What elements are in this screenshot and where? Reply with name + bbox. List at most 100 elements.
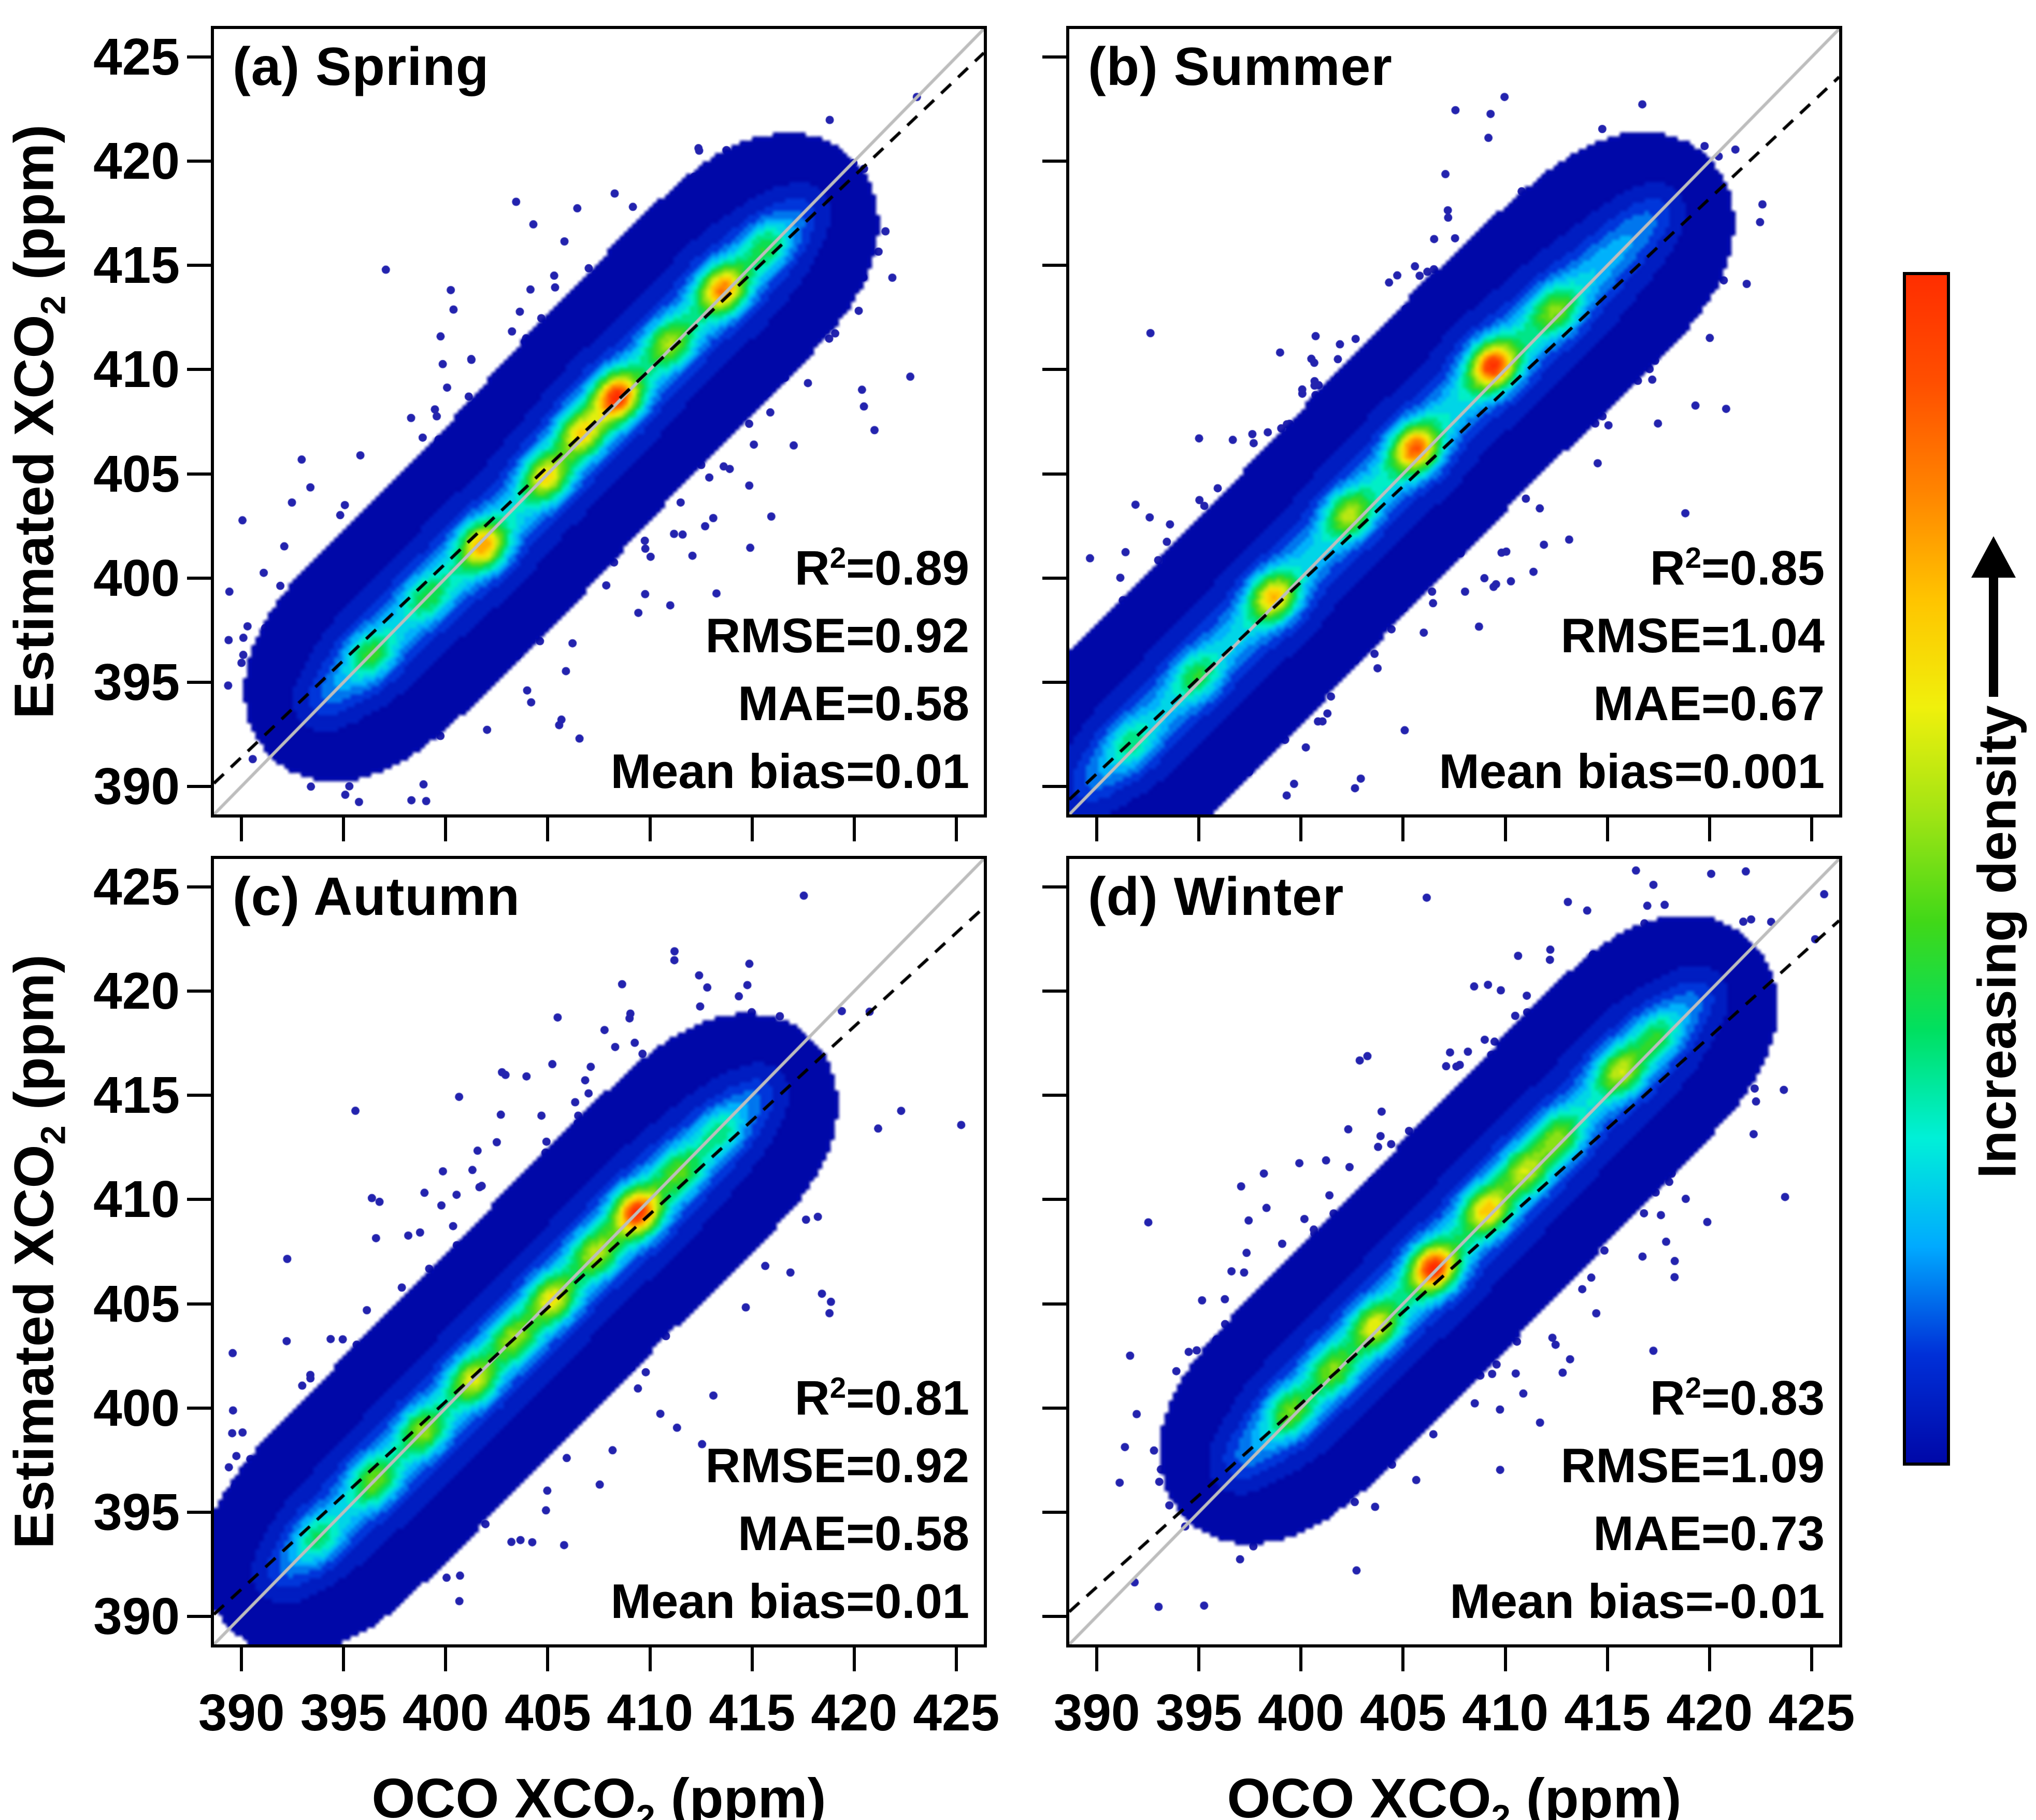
x-tick-b	[1605, 818, 1609, 841]
x-axis-title-text: OCO XCO	[1227, 1767, 1492, 1820]
y-tick-label-c: 420	[93, 962, 180, 1021]
x-tick-b	[1299, 818, 1303, 841]
y-tick-a	[187, 160, 211, 163]
x-tick-label-c: 415	[709, 1684, 796, 1742]
stats-label-r2: R	[794, 1370, 830, 1425]
x-tick-label-d: 400	[1257, 1684, 1344, 1742]
density-scatter-canvas-a	[214, 29, 984, 814]
equals-sign: =	[1701, 1438, 1730, 1493]
x-tick-b	[1503, 818, 1507, 841]
equals-sign: =	[1701, 1370, 1730, 1425]
panel-title-d: (d) Winter	[1088, 867, 1344, 927]
stats-value-r2: 0.83	[1730, 1370, 1825, 1425]
equals-sign: =	[1674, 744, 1703, 798]
y-axis-title-text: Estimated XCO	[2, 1144, 65, 1549]
y-tick-label-a: 400	[93, 549, 180, 607]
y-tick-label-a: 410	[93, 340, 180, 399]
stats-value-mae: 0.58	[874, 1506, 969, 1560]
stats-line-mean_bias-c: Mean bias=0.01	[611, 1567, 969, 1635]
y-tick-a	[187, 680, 211, 684]
y-tick-b	[1042, 472, 1066, 476]
panel-d: (d) Winter R2=0.83 RMSE=1.09 MAE=0.73 Mean b…	[1066, 856, 1842, 1647]
x-tick-label-d: 405	[1360, 1684, 1446, 1742]
y-tick-b	[1042, 680, 1066, 684]
x-tick-b	[1095, 818, 1099, 841]
stats-line-mean_bias-a: Mean bias=0.01	[611, 737, 969, 805]
panel-a: (a) Spring R2=0.89 RMSE=0.92 MAE=0.58 Mean b…	[211, 26, 987, 818]
stats-label-rmse: RMSE	[705, 1438, 847, 1493]
y-axis-title-unit: (ppm)	[2, 124, 65, 296]
stats-label-rmse: RMSE	[1560, 608, 1702, 663]
y-axis-title-row1: Estimated XCO2 (ppm)	[2, 124, 74, 719]
x-tick-label-d: 395	[1155, 1684, 1242, 1742]
y-tick-c	[187, 1510, 211, 1514]
colorbar-gradient	[1903, 272, 1950, 1466]
panel-b: (b) Summer R2=0.85 RMSE=1.04 MAE=0.67 Mean b…	[1066, 26, 1842, 818]
x-axis-title-subscript: 2	[1491, 1798, 1511, 1820]
x-tick-a	[444, 818, 448, 841]
y-tick-d	[1042, 1406, 1066, 1410]
stats-line-rmse-a: RMSE=0.92	[611, 601, 969, 669]
stats-label-r2-sup: 2	[829, 541, 847, 574]
y-tick-d	[1042, 1094, 1066, 1097]
y-tick-label-c: 415	[93, 1066, 180, 1125]
stats-block-a: R2=0.89 RMSE=0.92 MAE=0.58 Mean bias=0.01	[611, 524, 969, 805]
y-tick-b	[1042, 784, 1066, 788]
stats-label-mean_bias: Mean bias	[1450, 1574, 1685, 1628]
stats-line-r2-b: R2=0.85	[1439, 524, 1825, 601]
x-tick-c	[342, 1647, 346, 1671]
stats-label-mean_bias: Mean bias	[610, 744, 847, 798]
stats-value-r2: 0.89	[874, 540, 969, 595]
x-tick-b	[1708, 818, 1711, 841]
density-scatter-canvas-c	[214, 859, 984, 1644]
y-tick-d	[1042, 1302, 1066, 1306]
x-tick-d	[1401, 1647, 1405, 1671]
y-tick-c	[187, 1614, 211, 1618]
up-arrow-icon	[1971, 536, 2016, 697]
x-tick-d	[1095, 1647, 1099, 1671]
panel-c: (c) Autumn R2=0.81 RMSE=0.92 MAE=0.58 Mean b…	[211, 856, 987, 1647]
y-tick-label-a: 390	[93, 757, 180, 815]
y-tick-c	[187, 1406, 211, 1410]
x-tick-c	[648, 1647, 652, 1671]
panel-title-a: (a) Spring	[233, 37, 490, 97]
y-tick-c	[187, 990, 211, 993]
x-tick-d	[1503, 1647, 1507, 1671]
stats-value-mae: 0.73	[1730, 1506, 1825, 1560]
equals-sign: =	[846, 1438, 875, 1493]
stats-label-r2: R	[1650, 1370, 1685, 1425]
stats-value-mean_bias: -0.01	[1713, 1574, 1825, 1628]
density-scatter-canvas-b	[1069, 29, 1839, 814]
stats-line-mae-c: MAE=0.58	[611, 1499, 969, 1567]
x-tick-a	[648, 818, 652, 841]
y-tick-label-a: 425	[93, 28, 180, 87]
y-tick-b	[1042, 160, 1066, 163]
y-tick-label-a: 395	[93, 653, 180, 711]
x-axis-title-col2: OCO XCO2 (ppm)	[1227, 1766, 1681, 1820]
y-tick-a	[187, 784, 211, 788]
stats-value-mean_bias: 0.01	[874, 1574, 969, 1628]
x-tick-label-d: 425	[1768, 1684, 1855, 1742]
x-tick-label-d: 410	[1462, 1684, 1548, 1742]
equals-sign: =	[846, 744, 875, 798]
x-tick-b	[1401, 818, 1405, 841]
x-tick-label-c: 405	[505, 1684, 591, 1742]
stats-label-rmse: RMSE	[705, 608, 847, 663]
stats-label-mean_bias: Mean bias	[610, 1574, 847, 1628]
x-tick-c	[546, 1647, 550, 1671]
equals-sign: =	[846, 540, 875, 595]
x-axis-title-col1: OCO XCO2 (ppm)	[371, 1766, 826, 1820]
y-tick-b	[1042, 55, 1066, 59]
y-tick-d	[1042, 1510, 1066, 1514]
y-tick-label-c: 425	[93, 858, 180, 916]
stats-block-d: R2=0.83 RMSE=1.09 MAE=0.73 Mean bias=-0.01	[1450, 1354, 1825, 1635]
stats-label-mae: MAE	[738, 1506, 847, 1560]
y-tick-a	[187, 55, 211, 59]
equals-sign: =	[1701, 608, 1730, 663]
stats-line-mae-b: MAE=0.67	[1439, 669, 1825, 737]
equals-sign: =	[846, 1574, 875, 1628]
x-tick-d	[1810, 1647, 1813, 1671]
x-tick-a	[750, 818, 754, 841]
stats-value-mae: 0.67	[1730, 676, 1825, 730]
